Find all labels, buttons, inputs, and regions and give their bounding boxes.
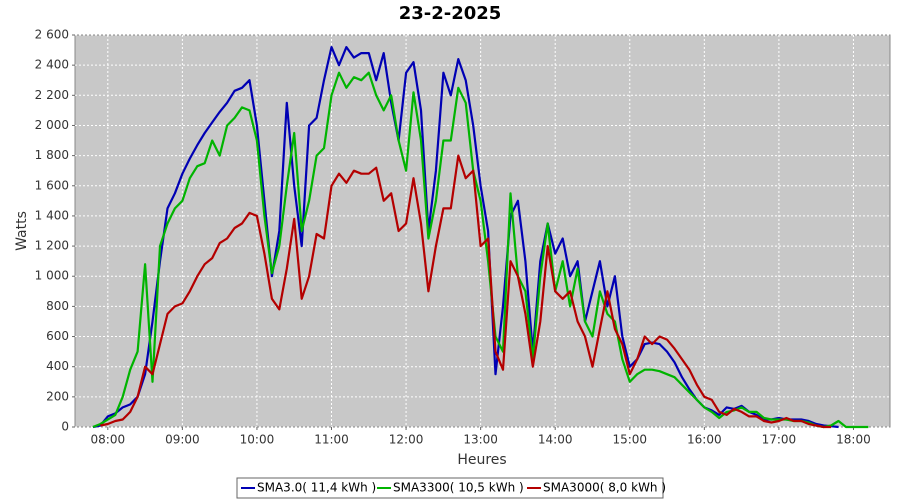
series-line: [92, 71, 869, 429]
x-tick-label: 12:00: [389, 433, 424, 447]
x-tick-label: 14:00: [538, 433, 573, 447]
y-tick-label: 2 200: [35, 88, 69, 102]
y-tick-label: 1 600: [35, 178, 69, 192]
y-axis-label: Watts: [14, 211, 30, 251]
chart-title: 23-2-2025: [399, 3, 502, 24]
y-tick-label: 1 800: [35, 148, 69, 162]
plot-area: [74, 34, 891, 428]
x-tick-label: 10:00: [240, 433, 275, 447]
y-tick-label: 1 200: [35, 239, 69, 253]
y-tick-label: 2 000: [35, 118, 69, 132]
x-tick-label: 08:00: [91, 433, 126, 447]
x-tick-label: 13:00: [463, 433, 498, 447]
series-line: [92, 46, 839, 429]
legend-label: SMA3000( 8,0 kWh ): [543, 481, 666, 495]
y-tick-label: 600: [46, 329, 69, 343]
x-tick-label: 18:00: [836, 433, 871, 447]
y-tick-label: 1 000: [35, 269, 69, 283]
x-tick-label: 15:00: [612, 433, 647, 447]
legend-label: SMA3300( 10,5 kWh ): [393, 481, 524, 495]
y-tick-label: 0: [61, 420, 69, 434]
legend: [236, 477, 664, 499]
series-line: [100, 154, 832, 429]
y-tick-label: 200: [46, 389, 69, 403]
y-tick-label: 1 400: [35, 208, 69, 222]
y-tick-label: 800: [46, 299, 69, 313]
y-tick-label: 2 400: [35, 58, 69, 72]
x-tick-label: 09:00: [165, 433, 200, 447]
y-tick-label: 400: [46, 359, 69, 373]
legend-label: SMA3.0( 11,4 kWh ): [257, 481, 376, 495]
x-tick-label: 11:00: [314, 433, 349, 447]
y-tick-label: 2 600: [35, 28, 69, 42]
x-tick-label: 16:00: [687, 433, 722, 447]
x-axis-label: Heures: [457, 452, 506, 468]
x-tick-label: 17:00: [762, 433, 797, 447]
